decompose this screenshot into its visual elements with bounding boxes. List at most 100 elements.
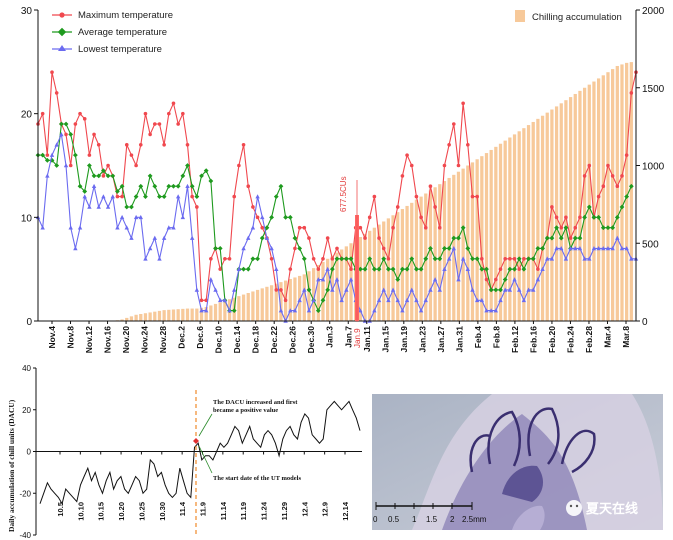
chill-bar bbox=[615, 65, 619, 321]
max-temperature-point bbox=[358, 225, 363, 230]
max-temperature-point bbox=[480, 257, 484, 261]
max-temperature-point bbox=[461, 101, 465, 106]
avg-temperature-point bbox=[544, 235, 550, 241]
chill-bar bbox=[185, 308, 190, 321]
chill-bar bbox=[606, 72, 610, 321]
avg-temperature-point bbox=[624, 194, 630, 199]
chill-bar bbox=[288, 279, 292, 321]
dacu-y-tick-label: -20 bbox=[19, 489, 31, 498]
avg-temperature-point bbox=[152, 183, 158, 189]
max-temperature-point bbox=[78, 111, 82, 116]
chill-bar bbox=[176, 309, 180, 321]
chill-bar bbox=[255, 289, 260, 321]
chill-bar bbox=[349, 243, 353, 321]
chill-bar bbox=[204, 307, 208, 321]
avg-temperature-point bbox=[203, 168, 209, 174]
avg-temperature-point bbox=[86, 163, 92, 168]
x-tick-label: Nov.24 bbox=[140, 326, 150, 354]
low-temperature-point bbox=[133, 214, 139, 220]
chill-bar bbox=[218, 302, 222, 321]
avg-temperature-point bbox=[474, 256, 480, 262]
chill-bar bbox=[274, 283, 278, 321]
avg-temperature-point bbox=[301, 256, 307, 262]
max-temperature-point bbox=[171, 101, 176, 106]
low-temperature-point bbox=[446, 256, 452, 261]
max-temperature-point bbox=[195, 205, 199, 209]
avg-temperature-point bbox=[549, 235, 555, 241]
chill-bar bbox=[396, 212, 400, 321]
max-temperature-point bbox=[302, 225, 307, 230]
avg-temperature-point bbox=[591, 214, 597, 220]
avg-temperature-point bbox=[409, 256, 415, 262]
avg-temperature-point bbox=[628, 183, 634, 189]
chill-bar bbox=[536, 118, 540, 321]
avg-temperature-point bbox=[325, 287, 331, 293]
dacu-x-tick-label: 12.14 bbox=[341, 501, 350, 521]
chill-bar bbox=[508, 137, 512, 321]
avg-temperature-point bbox=[297, 246, 303, 251]
low-temperature-point bbox=[302, 287, 307, 292]
right-y-tick-label: 500 bbox=[642, 239, 659, 250]
low-temperature-point bbox=[517, 287, 522, 292]
temperature-lines bbox=[35, 70, 639, 323]
low-temperature-point bbox=[143, 256, 148, 261]
chill-bar bbox=[503, 140, 507, 321]
scale-tick-0.5: 0.5 bbox=[388, 515, 400, 524]
low-temperature-point bbox=[339, 297, 344, 303]
avg-temperature-point bbox=[129, 204, 134, 210]
avg-temperature-point bbox=[395, 277, 401, 282]
low-temperature-point bbox=[87, 204, 92, 209]
avg-temperature-point bbox=[189, 183, 195, 189]
max-temperature-point bbox=[87, 153, 92, 157]
dacu-y-tick-label: 20 bbox=[22, 406, 31, 415]
low-temperature-point bbox=[227, 308, 232, 313]
max-temperature-point bbox=[190, 194, 194, 199]
left-y-tick-label: 10 bbox=[21, 213, 33, 224]
dacu-annotation-1-line1: The DACU increased and first bbox=[213, 399, 298, 406]
low-temperature-point bbox=[423, 297, 428, 303]
low-temperature-point bbox=[507, 287, 513, 292]
low-temperature-point bbox=[119, 214, 125, 220]
max-temperature-point bbox=[115, 194, 120, 199]
avg-temperature-point bbox=[101, 168, 106, 174]
low-temperature-point bbox=[512, 277, 517, 282]
max-temperature-point bbox=[475, 194, 479, 199]
low-temperature-point bbox=[587, 256, 592, 261]
low-temperature-point bbox=[568, 246, 573, 251]
max-temperature-point bbox=[92, 132, 96, 137]
chill-bar bbox=[592, 81, 596, 321]
max-temperature-point bbox=[615, 184, 620, 189]
avg-temperature-point bbox=[250, 256, 256, 262]
dacu-x-tick-label: 10.20 bbox=[117, 502, 126, 521]
low-temperature-point bbox=[278, 308, 284, 313]
max-temperature-point bbox=[246, 184, 251, 189]
max-temperature-point bbox=[414, 194, 419, 199]
chill-bar bbox=[143, 313, 148, 321]
chill-bar bbox=[307, 271, 311, 321]
max-temperature-point bbox=[138, 142, 143, 147]
low-temperature-point bbox=[124, 225, 129, 230]
chill-bar bbox=[335, 252, 339, 321]
chill-bar bbox=[545, 112, 549, 321]
avg-temperature-point bbox=[110, 173, 116, 179]
chill-bar bbox=[442, 181, 447, 321]
chill-bar bbox=[260, 288, 264, 321]
max-temperature-point bbox=[237, 163, 241, 168]
max-temperature-point bbox=[559, 225, 564, 230]
avg-temperature-point bbox=[77, 183, 83, 189]
chill-bar bbox=[410, 202, 414, 321]
avg-temperature-point bbox=[54, 163, 60, 168]
low-temperature-point bbox=[96, 204, 101, 209]
dacu-start-marker bbox=[193, 438, 199, 444]
chill-bar bbox=[344, 246, 348, 321]
low-temperature-point bbox=[437, 287, 442, 292]
low-temperature-point bbox=[208, 277, 214, 282]
max-temperature-point bbox=[260, 225, 265, 230]
chill-bar bbox=[550, 109, 554, 322]
avg-temperature-point bbox=[540, 246, 545, 251]
avg-temperature-point bbox=[371, 266, 377, 272]
low-temperature-point bbox=[610, 246, 615, 251]
avg-temperature-point bbox=[470, 256, 475, 262]
avg-temperature-point bbox=[376, 266, 382, 272]
low-temperature-point bbox=[110, 194, 115, 199]
